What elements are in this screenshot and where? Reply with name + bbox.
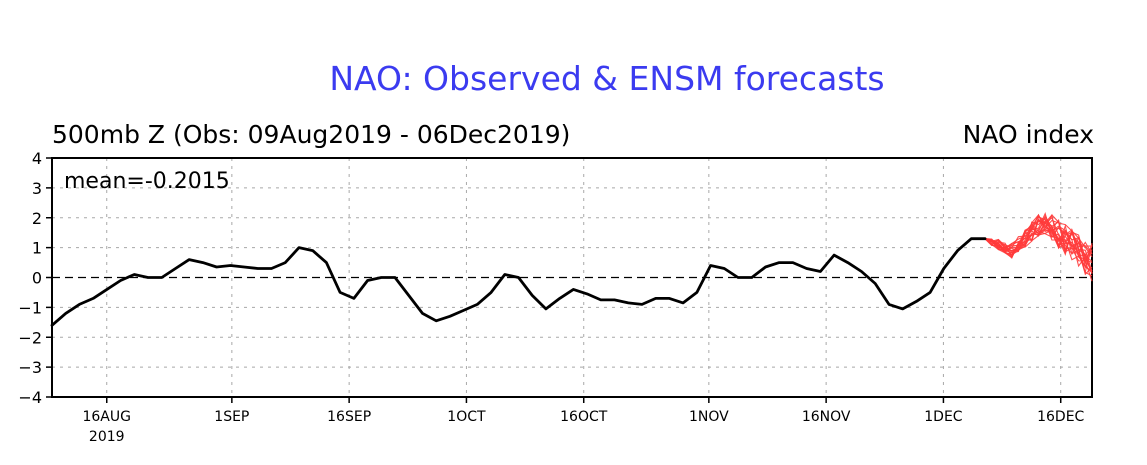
x-tick-label: 1OCT <box>447 409 486 425</box>
x-tick-label: 16AUG <box>82 409 131 425</box>
x-tick-label: 1DEC <box>924 409 963 425</box>
x-tick-label: 16DEC <box>1037 409 1084 425</box>
x-axis: 16AUG 2019 1SEP 16SEP 1OCT 16OCT 1NOV 16NOV 1DEC… <box>82 397 1085 445</box>
y-tick-label: −1 <box>18 298 42 317</box>
y-tick-label: −2 <box>18 328 42 347</box>
chart-title: NAO: Observed & ENSM forecasts <box>329 59 884 98</box>
y-tick-label: 1 <box>32 239 42 258</box>
grid <box>52 158 1092 397</box>
x-tick-label: 16NOV <box>802 409 851 425</box>
y-tick-label: −3 <box>18 358 42 377</box>
forecast-member-line <box>984 221 1093 275</box>
x-tick-label: 1NOV <box>689 409 729 425</box>
forecast-member-line <box>984 215 1093 274</box>
mean-annotation: mean=-0.2015 <box>64 169 230 194</box>
x-tick-label: 16OCT <box>560 409 608 425</box>
y-axis: −4 −3 −2 −1 0 1 2 3 4 <box>18 149 52 407</box>
forecast-ensemble <box>984 212 1093 282</box>
x-tick-sublabel: 2019 <box>89 429 125 445</box>
y-tick-label: 2 <box>32 209 42 228</box>
x-tick-label: 1SEP <box>214 409 249 425</box>
observed-series-line <box>50 237 987 327</box>
chart-subtitle-left: 500mb Z (Obs: 09Aug2019 - 06Dec2019) <box>52 120 570 149</box>
y-tick-label: 4 <box>32 149 42 168</box>
y-tick-label: −4 <box>18 388 42 407</box>
forecast-member-line <box>984 214 1093 263</box>
forecast-member-line <box>984 219 1093 262</box>
forecast-member-line <box>984 217 1093 254</box>
chart-subtitle-right: NAO index <box>963 120 1094 149</box>
y-tick-label: 0 <box>32 269 42 288</box>
y-tick-label: 3 <box>32 179 42 198</box>
x-tick-label: 16SEP <box>327 409 371 425</box>
